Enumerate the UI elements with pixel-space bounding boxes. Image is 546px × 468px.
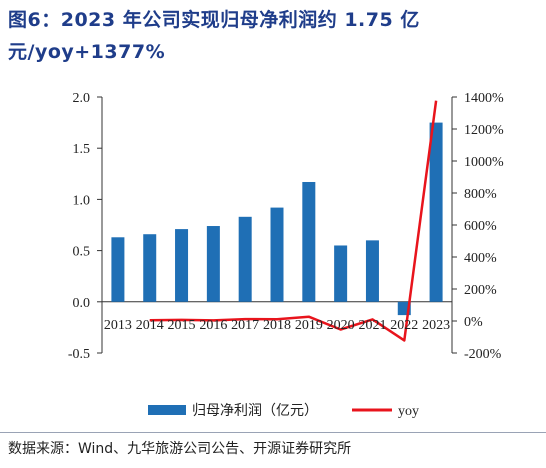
y-right-tick-label: 1200% xyxy=(464,123,504,138)
legend-bar-label: 归母净利润（亿元） xyxy=(192,402,318,419)
x-tick-label: 2017 xyxy=(231,318,259,333)
y-left-tick-label: 2.0 xyxy=(73,91,91,106)
chart-title: 图6：2023 年公司实现归母净利润约 1.75 亿元/yoy+1377% xyxy=(8,9,420,63)
y-left-tick-label: 0.0 xyxy=(73,296,91,311)
x-tick-labels: 2013 2014 2015 2016 2017 2018 2019 2020 2021 2022… xyxy=(104,318,450,333)
data-source: 数据来源：Wind、九华旅游公司公告、开源证券研究所 xyxy=(8,441,352,457)
x-tick-label: 2023 xyxy=(422,318,450,333)
y-right-tick-label: -200% xyxy=(464,347,502,362)
legend-bar-swatch xyxy=(148,405,186,415)
x-tick-label: 2021 xyxy=(358,318,386,333)
bar-2016 xyxy=(206,226,220,302)
y-right-tick-label: 400% xyxy=(464,251,497,266)
x-tick-label: 2020 xyxy=(327,318,355,333)
legend-line-label: yoy xyxy=(398,404,419,419)
bar-2013 xyxy=(111,237,125,302)
line-series xyxy=(149,100,438,342)
x-tick-label: 2016 xyxy=(199,318,227,333)
bar-2015 xyxy=(175,229,189,302)
bar-2017 xyxy=(238,216,252,302)
x-tick-label: 2015 xyxy=(168,318,196,333)
y-right-tick-label: 1000% xyxy=(464,155,504,170)
y-right-tick-label: 800% xyxy=(464,187,497,202)
y-left-tick-label: 1.5 xyxy=(73,142,91,157)
x-tick-label: 2018 xyxy=(263,318,291,333)
footer-divider xyxy=(0,432,546,433)
bar-2014 xyxy=(143,234,157,302)
x-tick-label: 2022 xyxy=(390,318,418,333)
chart-legend: 归母净利润（亿元） yoy xyxy=(148,402,419,419)
y-right-tick-label: 600% xyxy=(464,219,497,234)
bar-2020 xyxy=(334,245,348,302)
x-tick-label: 2013 xyxy=(104,318,132,333)
y-right-tick-label: 200% xyxy=(464,283,497,298)
bar-2023 xyxy=(429,122,443,302)
chart-axes: -0.5 0.0 0.5 1.0 1.5 2.0 -200% 0% 200% 400% 600% 80… xyxy=(68,91,504,362)
bar-2021 xyxy=(365,240,379,302)
y-right-tick-label: 0% xyxy=(464,315,483,330)
x-tick-label: 2014 xyxy=(136,318,164,333)
bar-2019 xyxy=(302,181,316,302)
bar-2018 xyxy=(270,207,284,302)
y-left-tick-label: -0.5 xyxy=(68,347,90,362)
y-left-tick-label: 0.5 xyxy=(73,245,91,260)
y-left-tick-label: 1.0 xyxy=(73,193,91,208)
y-right-tick-label: 1400% xyxy=(464,91,504,106)
x-tick-label: 2019 xyxy=(295,318,323,333)
yoy-line xyxy=(149,100,438,342)
bar-series xyxy=(111,122,443,316)
